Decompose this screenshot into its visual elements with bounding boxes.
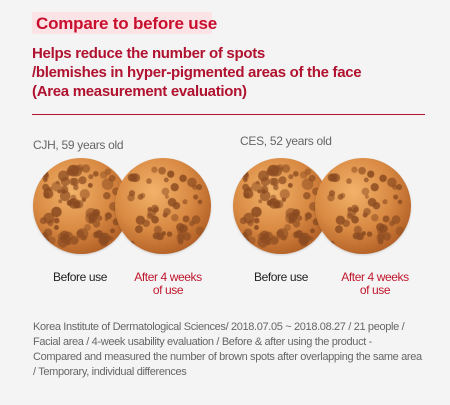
subject-1-before-image <box>33 158 129 254</box>
subject-2-after-label: After 4 weeks of use <box>341 270 409 297</box>
subject-1-after-label: After 4 weeks of use <box>134 270 202 297</box>
subject-2-before-label: Before use <box>253 270 309 284</box>
divider <box>32 114 425 115</box>
subject-1-name: CJH, 59 years old <box>33 138 124 152</box>
page-title: Compare to before use <box>36 14 217 33</box>
subject-1-before-label: Before use <box>52 270 108 284</box>
subject-2-after-image <box>315 158 411 254</box>
subject-2-before-image <box>233 158 329 254</box>
subject-2-name: CES, 52 years old <box>240 134 332 148</box>
page-subtitle: Helps reduce the number of spots /blemis… <box>32 45 362 100</box>
study-footnote: Korea Institute of Dermatological Scienc… <box>33 321 422 378</box>
subject-1-after-image <box>115 158 211 254</box>
title-highlight <box>32 12 212 34</box>
